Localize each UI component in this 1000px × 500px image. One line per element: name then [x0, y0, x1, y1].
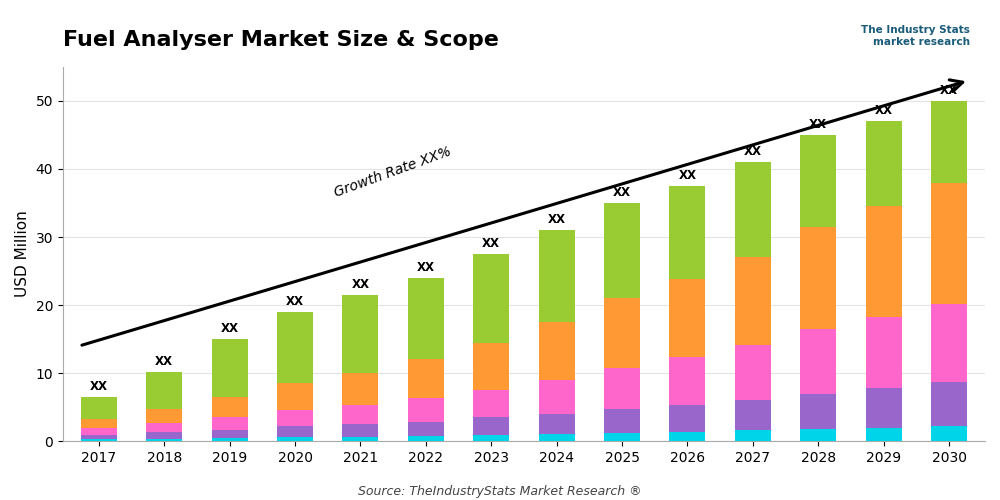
Text: Fuel Analyser Market Size & Scope: Fuel Analyser Market Size & Scope — [63, 30, 499, 50]
Bar — [735, 400, 771, 430]
Bar — [81, 420, 117, 428]
Bar — [212, 430, 248, 438]
Text: XX: XX — [351, 278, 369, 291]
Text: XX: XX — [744, 145, 762, 158]
Text: XX: XX — [678, 169, 696, 182]
Bar — [735, 257, 771, 346]
Text: XX: XX — [417, 261, 435, 274]
Bar — [212, 438, 248, 442]
Bar — [81, 428, 117, 435]
Bar — [473, 342, 509, 390]
Bar — [277, 312, 313, 382]
Bar — [931, 382, 967, 426]
Bar — [81, 435, 117, 439]
Bar — [146, 410, 182, 423]
Bar — [866, 388, 902, 428]
Bar — [669, 404, 705, 431]
Text: XX: XX — [286, 295, 304, 308]
Bar — [866, 428, 902, 442]
Text: XX: XX — [809, 118, 827, 131]
Bar — [212, 397, 248, 417]
Bar — [408, 422, 444, 436]
Text: XX: XX — [482, 237, 500, 250]
Bar — [342, 436, 378, 442]
Bar — [800, 394, 836, 429]
Bar — [146, 423, 182, 432]
Bar — [277, 426, 313, 437]
Bar — [277, 437, 313, 442]
Bar — [473, 418, 509, 435]
Bar — [277, 410, 313, 426]
Bar — [81, 397, 117, 419]
Text: XX: XX — [548, 213, 566, 226]
Bar — [212, 418, 248, 430]
Bar — [539, 322, 575, 380]
Bar — [473, 254, 509, 342]
Text: XX: XX — [613, 186, 631, 199]
Bar — [931, 304, 967, 382]
Bar — [669, 357, 705, 405]
Bar — [604, 203, 640, 298]
Text: XX: XX — [221, 322, 239, 335]
Bar — [604, 433, 640, 442]
Bar — [735, 430, 771, 442]
Bar — [604, 298, 640, 368]
Bar — [146, 372, 182, 410]
Text: The Industry Stats
market research: The Industry Stats market research — [861, 25, 970, 46]
Bar — [735, 346, 771, 400]
Bar — [408, 398, 444, 421]
Bar — [604, 368, 640, 410]
Text: XX: XX — [155, 355, 173, 368]
Bar — [800, 227, 836, 329]
Y-axis label: USD Million: USD Million — [15, 210, 30, 298]
Bar — [342, 424, 378, 436]
Bar — [669, 278, 705, 357]
Bar — [539, 414, 575, 434]
Bar — [473, 390, 509, 417]
Bar — [735, 162, 771, 257]
Bar — [539, 434, 575, 442]
Bar — [408, 436, 444, 442]
Text: XX: XX — [875, 104, 893, 117]
Bar — [539, 380, 575, 414]
Bar — [146, 432, 182, 438]
Bar — [800, 429, 836, 442]
Text: XX: XX — [90, 380, 108, 393]
Bar — [342, 405, 378, 424]
Bar — [866, 316, 902, 388]
Bar — [931, 426, 967, 442]
Bar — [669, 432, 705, 442]
Text: XX: XX — [940, 84, 958, 97]
Bar — [866, 122, 902, 206]
Bar — [81, 439, 117, 442]
Bar — [342, 295, 378, 372]
Bar — [277, 382, 313, 410]
Text: Growth Rate XX%: Growth Rate XX% — [333, 144, 454, 200]
Bar — [931, 182, 967, 304]
Bar — [931, 101, 967, 182]
Bar — [539, 230, 575, 322]
Bar — [866, 206, 902, 316]
Bar — [342, 372, 378, 405]
Bar — [604, 410, 640, 433]
Text: Source: TheIndustryStats Market Research ®: Source: TheIndustryStats Market Research… — [358, 484, 642, 498]
Bar — [408, 359, 444, 399]
Bar — [408, 278, 444, 359]
Bar — [212, 339, 248, 397]
Bar — [800, 329, 836, 394]
Bar — [669, 186, 705, 278]
Bar — [800, 135, 836, 227]
Bar — [473, 435, 509, 442]
Bar — [146, 438, 182, 442]
